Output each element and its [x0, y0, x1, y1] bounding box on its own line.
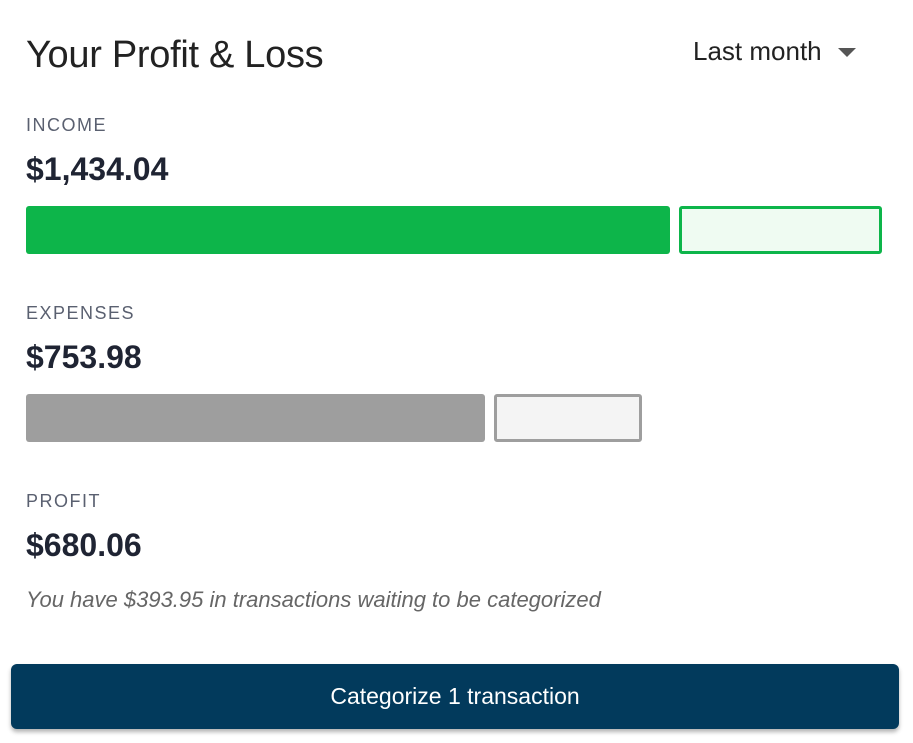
expenses-bar-filled — [26, 394, 485, 442]
expenses-bar-remaining — [494, 394, 642, 442]
categorize-button[interactable]: Categorize 1 transaction — [11, 664, 899, 729]
income-bar-filled — [26, 206, 670, 254]
income-label: INCOME — [26, 115, 107, 135]
caret-down-icon — [837, 48, 856, 57]
profit-label: PROFIT — [26, 491, 101, 511]
uncategorized-note: You have $393.95 in transactions waiting… — [26, 587, 601, 612]
page-title: Your Profit & Loss — [26, 34, 324, 76]
income-bar — [26, 206, 882, 254]
period-dropdown[interactable]: Last month — [693, 36, 856, 67]
expenses-amount: $753.98 — [26, 339, 142, 375]
period-value: Last month — [693, 36, 822, 66]
expenses-label: EXPENSES — [26, 303, 136, 323]
income-amount: $1,434.04 — [26, 151, 169, 187]
profit-amount: $680.06 — [26, 527, 142, 563]
income-bar-remaining — [679, 206, 882, 254]
expenses-bar — [26, 394, 642, 442]
